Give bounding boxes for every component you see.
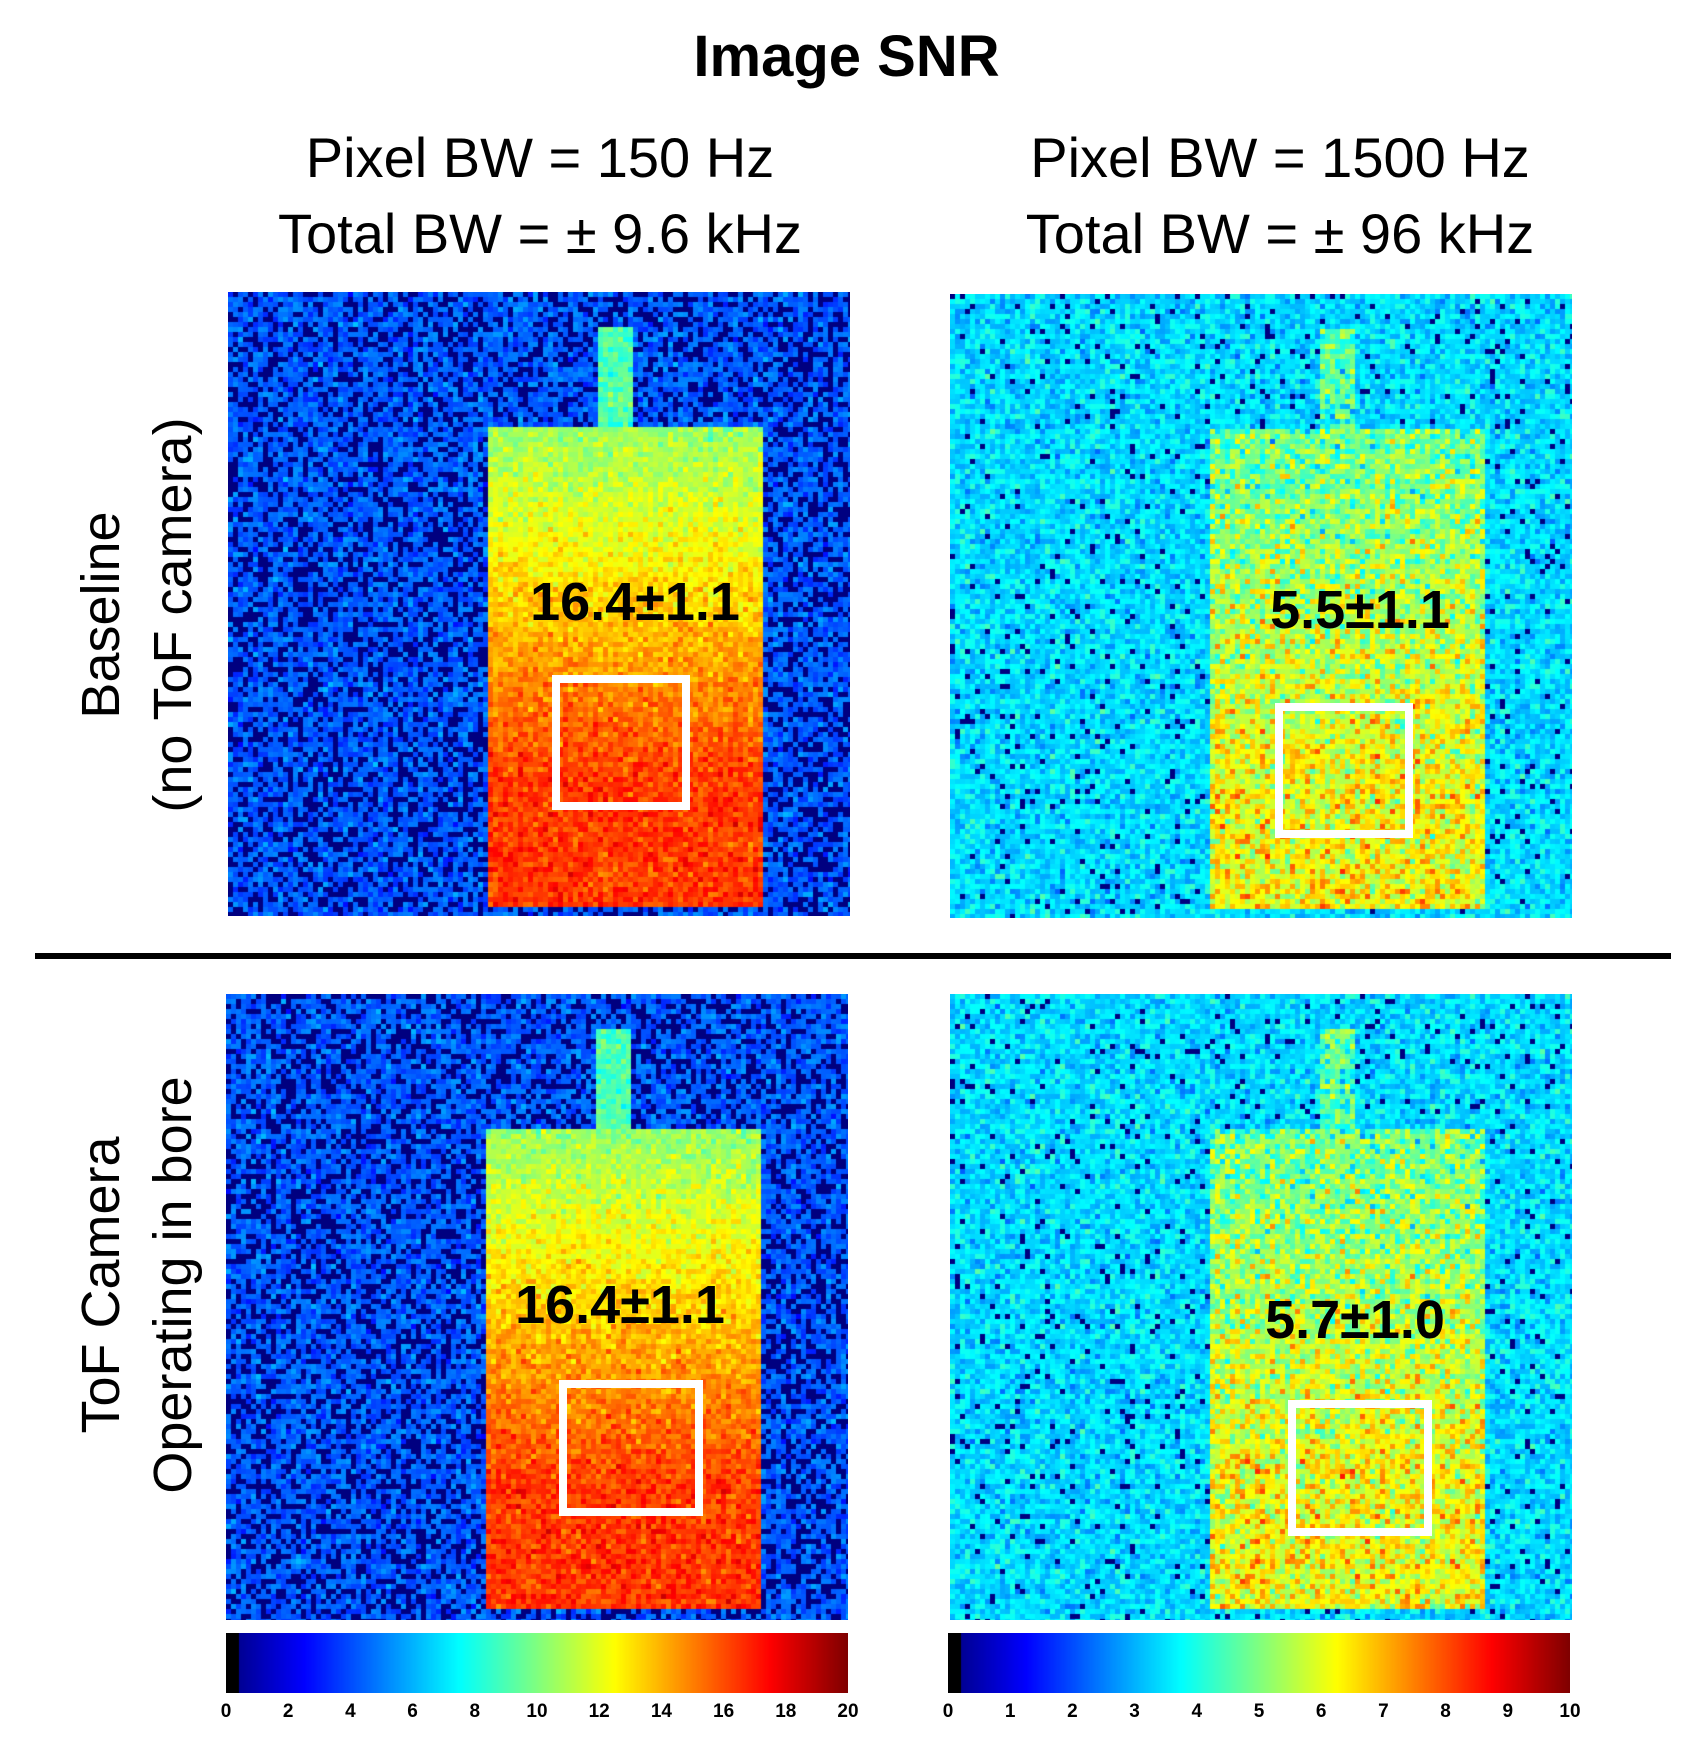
column-header-left-line1: Pixel BW = 150 Hz — [305, 126, 775, 189]
column-header-right-line1: Pixel BW = 1500 Hz — [1030, 126, 1530, 189]
colorbar-right-ticks: 0 1 2 3 4 5 6 7 8 9 10 — [943, 1701, 1581, 1732]
snr-map-tof-1500hz — [950, 994, 1572, 1620]
row-divider — [35, 953, 1671, 959]
column-header-right-line2: Total BW = ± 96 kHz — [1025, 202, 1535, 265]
row-label-baseline-line1: Baseline — [71, 511, 131, 719]
colorbar-right-tick-6: 6 — [1315, 1701, 1327, 1722]
colorbar-right-tick-0: 0 — [942, 1701, 954, 1722]
colorbar-right-tick-9: 9 — [1502, 1701, 1514, 1722]
column-header-right: Pixel BW = 1500 Hz Total BW = ± 96 kHz — [930, 120, 1630, 272]
colorbar-right-tick-8: 8 — [1440, 1701, 1451, 1722]
colorbar-left-tick-4: 4 — [345, 1701, 356, 1722]
colorbar-left-tick-18: 18 — [775, 1701, 797, 1722]
roi-box-baseline-150hz — [552, 675, 690, 810]
colorbar-right-tick-5: 5 — [1253, 1701, 1265, 1722]
colorbar-left-tick-14: 14 — [650, 1701, 672, 1722]
row-label-baseline-line2: (no ToF camera) — [143, 417, 203, 813]
column-header-left: Pixel BW = 150 Hz Total BW = ± 9.6 kHz — [200, 120, 880, 272]
row-label-tof: ToF Camera Operating in bore — [65, 985, 215, 1585]
column-header-left-line2: Total BW = ± 9.6 kHz — [277, 202, 802, 265]
colorbar-left-tick-16: 16 — [713, 1701, 735, 1722]
roi-box-tof-150hz — [559, 1380, 703, 1516]
colorbar-left-tick-8: 8 — [469, 1701, 481, 1722]
colorbar-left — [226, 1633, 848, 1693]
colorbar-right-tick-7: 7 — [1378, 1701, 1389, 1722]
snr-map-baseline-1500hz — [950, 294, 1572, 918]
colorbar-left-tick-2: 2 — [282, 1701, 294, 1722]
row-label-tof-line2: Operating in bore — [143, 1076, 203, 1494]
colorbar-left-ticks: 0 2 4 6 8 10 12 14 16 18 20 — [221, 1701, 859, 1732]
figure-title: Image SNR — [693, 24, 1000, 89]
snr-value-baseline-1500hz: 5.5±1.1 — [1270, 580, 1450, 640]
colorbar-left-tick-6: 6 — [407, 1701, 418, 1722]
colorbar-left-tick-12: 12 — [588, 1701, 610, 1722]
snr-value-tof-1500hz: 5.7±1.0 — [1265, 1290, 1445, 1350]
snr-map-baseline-150hz — [228, 292, 850, 916]
snr-value-baseline-150hz: 16.4±1.1 — [530, 572, 740, 632]
colorbar-left-tick-20: 20 — [837, 1701, 859, 1722]
colorbar-right-tick-3: 3 — [1129, 1701, 1140, 1722]
roi-box-tof-1500hz — [1288, 1400, 1432, 1536]
row-label-tof-line1: ToF Camera — [71, 1136, 131, 1434]
colorbar-left-tick-10: 10 — [526, 1701, 548, 1722]
colorbar-right — [948, 1633, 1570, 1693]
snr-value-tof-150hz: 16.4±1.1 — [515, 1275, 725, 1335]
snr-map-tof-150hz — [226, 994, 848, 1620]
roi-box-baseline-1500hz — [1275, 703, 1413, 838]
colorbar-right-tick-1: 1 — [1004, 1701, 1016, 1722]
row-label-baseline: Baseline (no ToF camera) — [65, 315, 215, 915]
colorbar-right-tick-10: 10 — [1559, 1701, 1581, 1722]
colorbar-right-tick-2: 2 — [1067, 1701, 1078, 1722]
colorbar-right-tick-4: 4 — [1191, 1701, 1203, 1722]
colorbar-left-tick-0: 0 — [220, 1701, 232, 1722]
